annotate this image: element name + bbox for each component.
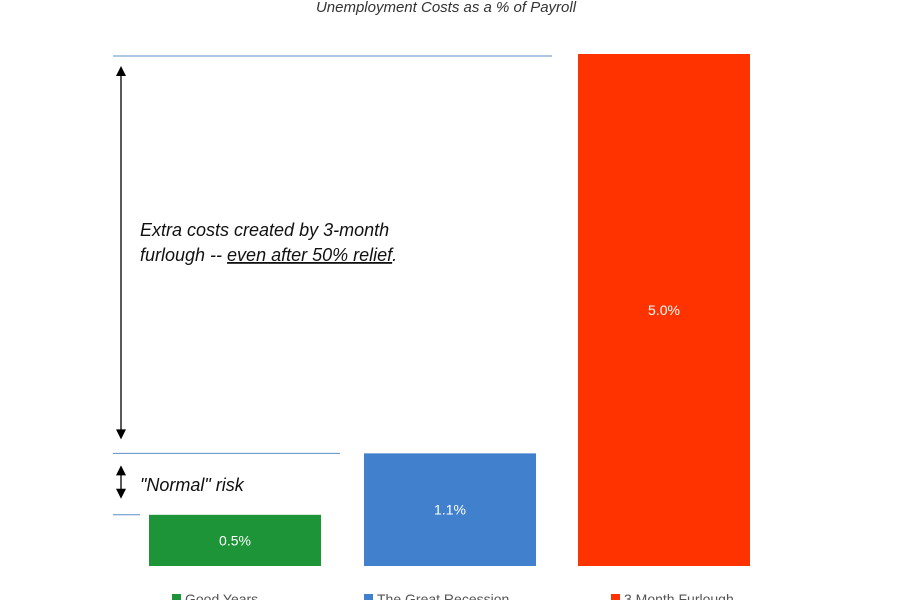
legend-label: 3 Month Furlough xyxy=(624,591,734,600)
extra-costs-annotation-line1: Extra costs created by 3-month xyxy=(140,220,389,240)
legend-swatch xyxy=(364,594,373,600)
normal-risk-annotation: "Normal" risk xyxy=(140,475,245,495)
legend-swatch xyxy=(172,594,181,600)
legend-label: Good Years xyxy=(185,591,258,600)
legend: Good Years The Great Recession 3 Month Fur… xyxy=(172,591,734,600)
annotation-guides xyxy=(113,55,552,516)
legend-label: The Great Recession xyxy=(377,591,509,600)
legend-swatch xyxy=(611,594,620,600)
bar-good-years xyxy=(149,514,321,566)
normal-risk-arrow xyxy=(116,465,126,499)
extra-costs-annotation-underlined: even after 50% relief xyxy=(227,245,394,265)
extra-costs-arrow xyxy=(116,66,126,440)
data-label: 1.1% xyxy=(434,502,466,518)
bar-3-month-furlough xyxy=(578,54,750,566)
data-label: 0.5% xyxy=(219,532,251,548)
chart-title: Unemployment Costs as a % of Payroll xyxy=(316,0,577,16)
extra-costs-annotation-line2: furlough -- even after 50% relief. xyxy=(140,245,397,265)
extra-costs-annotation-suffix: . xyxy=(392,245,397,265)
bars-group: 0.5% 1.1% 5.0% xyxy=(149,54,750,566)
bar-the-great-recession xyxy=(364,453,536,566)
extra-costs-annotation-prefix: furlough -- xyxy=(140,245,227,265)
data-label: 5.0% xyxy=(648,302,680,318)
